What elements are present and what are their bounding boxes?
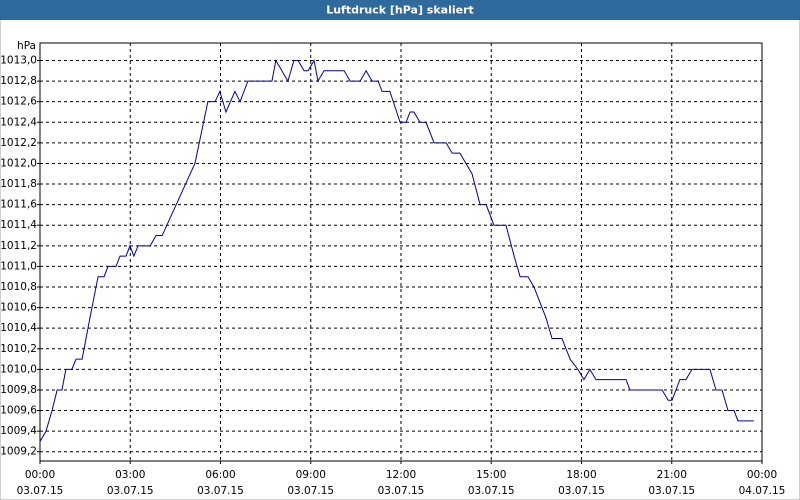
y-tick-label: 1010,4 [0,322,37,334]
x-tick-label: 12:00 03.07.15 [378,469,425,497]
title-bar [0,0,800,20]
y-tick-label: 1011,8 [0,178,37,190]
y-tick-label: 1010,6 [0,302,37,314]
chart-title: Luftdruck [hPa] skaliert [326,4,474,17]
x-tick-label: 15:00 03.07.15 [468,469,515,497]
y-tick-label: 1009,8 [0,384,37,396]
y-tick-label: 1012,2 [0,137,37,149]
y-tick-label: 1012,6 [0,96,37,108]
y-unit: hPa [17,40,36,52]
x-tick-label: 09:00 03.07.15 [287,469,334,497]
x-tick-label: 00:00 03.07.15 [17,469,64,497]
y-tick-label: 1010,2 [0,343,37,355]
y-tick-label: 1012,4 [0,116,37,128]
y-tick-label: 1010,8 [0,281,37,293]
y-tick-label: 1012,8 [0,75,37,87]
y-tick-label: 1009,4 [0,425,37,437]
y-tick-label: 1011,4 [0,219,37,231]
y-tick-label: 1011,0 [0,260,37,272]
y-tick-label: 1011,2 [0,240,37,252]
y-tick-label: 1012,0 [0,157,37,169]
x-tick-label: 18:00 03.07.15 [558,469,605,497]
y-tick-label: 1009,6 [0,405,37,417]
x-tick-label: 06:00 03.07.15 [197,469,244,497]
y-tick-label: 1010,0 [0,363,37,375]
y-tick-label: 1011,6 [0,199,37,211]
x-tick-label: 21:00 03.07.15 [648,469,695,497]
y-tick-label: 1009,2 [0,446,37,458]
y-tick-label: 1013,0 [0,55,37,67]
x-tick-label: 03:00 03.07.15 [107,469,154,497]
line [39,59,754,442]
x-tick-label: 00:00 04.07.15 [739,469,786,497]
